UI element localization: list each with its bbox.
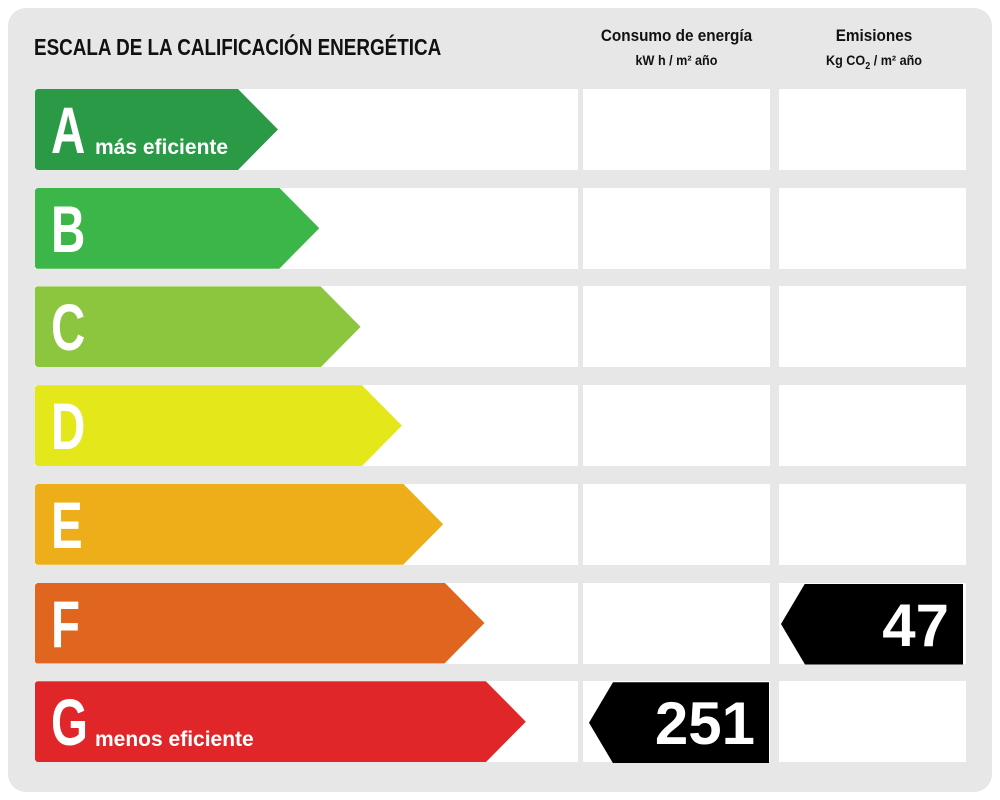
consumption-cell [583,385,770,467]
consumption-cell [583,89,770,170]
emissions-cell [779,385,966,467]
consumption-indicator: 251 [589,682,769,764]
emissions-cell [779,187,966,269]
rating-letter: D [51,389,86,464]
rating-arrow-d: D [35,385,402,467]
emissions-cell [779,681,966,763]
value-text: 47 [882,591,949,659]
label-title: ESCALA DE LA CALIFICACIÓN ENERGÉTICA [34,34,442,60]
emissions-cell [779,483,966,565]
consumption-cell [583,483,770,565]
emissions-cell [779,89,966,170]
emissions-header: Emisiones Kg CO2 / m² año [825,26,923,72]
rating-caption: más eficiente [95,136,229,159]
consumption-header: Consumo de energía kW h / m² año [600,26,753,68]
consumption-cell [583,286,770,368]
rating-letter: G [51,685,88,760]
emissions-cell [779,286,966,368]
rating-arrow-f: F [35,582,485,664]
rating-letter: A [51,93,86,167]
rating-letter: B [51,191,86,266]
rating-letter: C [51,290,86,365]
rating-letter: F [51,586,81,661]
emissions-indicator: 47 [781,583,963,665]
rating-caption: menos eficiente [95,728,254,752]
value-text: 251 [654,690,755,758]
rating-arrow-c: C [35,286,361,368]
consumption-cell [583,187,770,269]
rating-letter: E [51,487,83,562]
rating-arrow-b: B [35,187,320,269]
consumption-cell [583,582,770,664]
rating-arrow-e: E [35,483,444,565]
